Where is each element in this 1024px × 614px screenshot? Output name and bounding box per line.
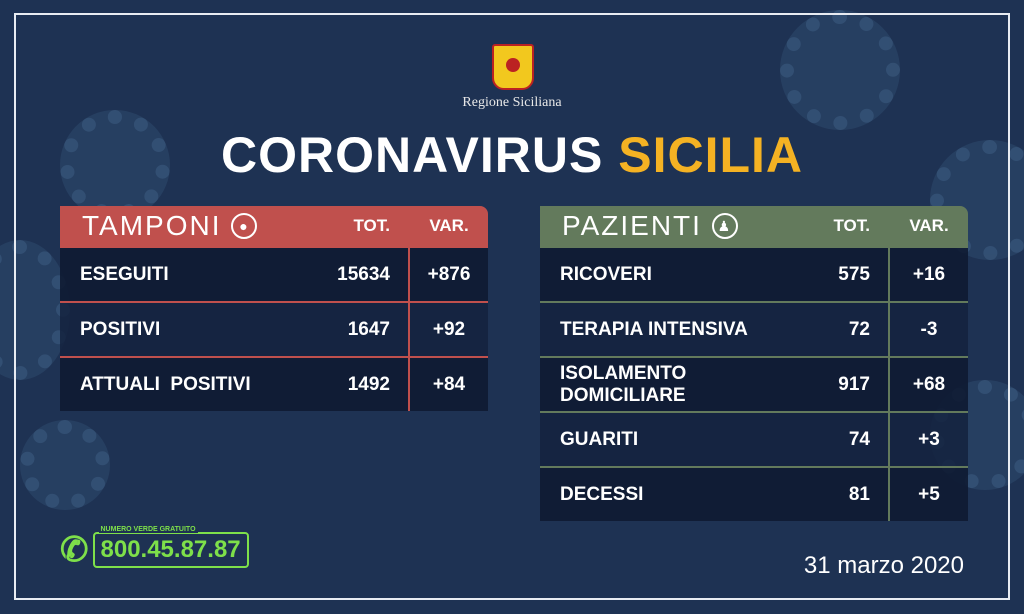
page-title: CORONAVIRUS SICILIA bbox=[0, 126, 1024, 184]
tamponi-header: TAMPONI ● TOT. VAR. bbox=[60, 206, 488, 246]
col-tot: TOT. bbox=[833, 216, 870, 235]
title-main: CORONAVIRUS bbox=[220, 127, 604, 183]
tamponi-title: TAMPONI bbox=[82, 210, 222, 241]
phone-icon: ✆ bbox=[60, 531, 89, 569]
table-row: POSITIVI 1647 +92 bbox=[60, 301, 488, 356]
hotline-number: 800.45.87.87 bbox=[100, 536, 241, 563]
title-accent: SICILIA bbox=[618, 127, 804, 183]
row-var: +876 bbox=[408, 248, 488, 301]
row-label: TERAPIA INTENSIVA bbox=[560, 318, 748, 340]
row-var: +16 bbox=[888, 248, 968, 301]
pazienti-table: PAZIENTI ♟ TOT. VAR. RICOVERI 575 +16 TERAP… bbox=[540, 206, 968, 521]
col-tot: TOT. bbox=[353, 216, 390, 235]
col-var: VAR. bbox=[408, 206, 488, 246]
pazienti-rows: RICOVERI 575 +16 TERAPIA INTENSIVA 72 -3 ISO… bbox=[540, 246, 968, 521]
col-var: VAR. bbox=[888, 206, 968, 246]
tamponi-rows: ESEGUITI 15634 +876 POSITIVI 1647 +92 ATTUAL… bbox=[60, 246, 488, 411]
table-row: ISOLAMENTO DOMICILIARE 917 +68 bbox=[540, 356, 968, 411]
row-label: ISOLAMENTO DOMICILIARE bbox=[560, 362, 687, 406]
row-tot: 72 bbox=[848, 318, 870, 340]
row-label: ESEGUITI bbox=[80, 263, 169, 285]
table-row: GUARITI 74 +3 bbox=[540, 411, 968, 466]
table-row: RICOVERI 575 +16 bbox=[540, 246, 968, 301]
row-var: +92 bbox=[408, 303, 488, 356]
row-var: +5 bbox=[888, 468, 968, 521]
row-tot: 575 bbox=[838, 263, 870, 285]
frame bbox=[14, 13, 1010, 600]
row-label: GUARITI bbox=[560, 428, 639, 450]
row-tot: 81 bbox=[848, 483, 870, 505]
table-row: ESEGUITI 15634 +876 bbox=[60, 246, 488, 301]
row-var: -3 bbox=[888, 303, 968, 356]
hotline: ✆ NUMERO VERDE GRATUITO 800.45.87.87 bbox=[60, 526, 249, 570]
row-tot: 74 bbox=[848, 428, 870, 450]
row-label: RICOVERI bbox=[560, 263, 652, 285]
tamponi-table: TAMPONI ● TOT. VAR. ESEGUITI 15634 +876 POS… bbox=[60, 206, 488, 411]
table-row: TERAPIA INTENSIVA 72 -3 bbox=[540, 301, 968, 356]
swab-icon: ● bbox=[231, 213, 258, 239]
row-var: +84 bbox=[408, 358, 488, 411]
pazienti-header: PAZIENTI ♟ TOT. VAR. bbox=[540, 206, 968, 246]
date: 31 marzo 2020 bbox=[803, 552, 964, 579]
table-row: ATTUALI POSITIVI 1492 +84 bbox=[60, 356, 488, 411]
region-logo bbox=[492, 44, 534, 90]
row-label: DECESSI bbox=[560, 483, 644, 505]
pazienti-title: PAZIENTI bbox=[562, 210, 702, 241]
row-var: +68 bbox=[888, 358, 968, 411]
row-tot: 1492 bbox=[347, 373, 390, 395]
hotline-box: NUMERO VERDE GRATUITO 800.45.87.87 bbox=[92, 526, 249, 568]
row-tot: 917 bbox=[838, 373, 870, 395]
row-label: ATTUALI POSITIVI bbox=[80, 373, 251, 395]
row-label: POSITIVI bbox=[80, 318, 161, 340]
table-row: DECESSI 81 +5 bbox=[540, 466, 968, 521]
region-name: Regione Siciliana bbox=[462, 95, 562, 110]
hotline-label: NUMERO VERDE GRATUITO bbox=[98, 526, 198, 533]
row-var: +3 bbox=[888, 413, 968, 466]
person-icon: ♟ bbox=[711, 213, 738, 239]
row-tot: 15634 bbox=[337, 263, 390, 285]
row-tot: 1647 bbox=[347, 318, 390, 340]
